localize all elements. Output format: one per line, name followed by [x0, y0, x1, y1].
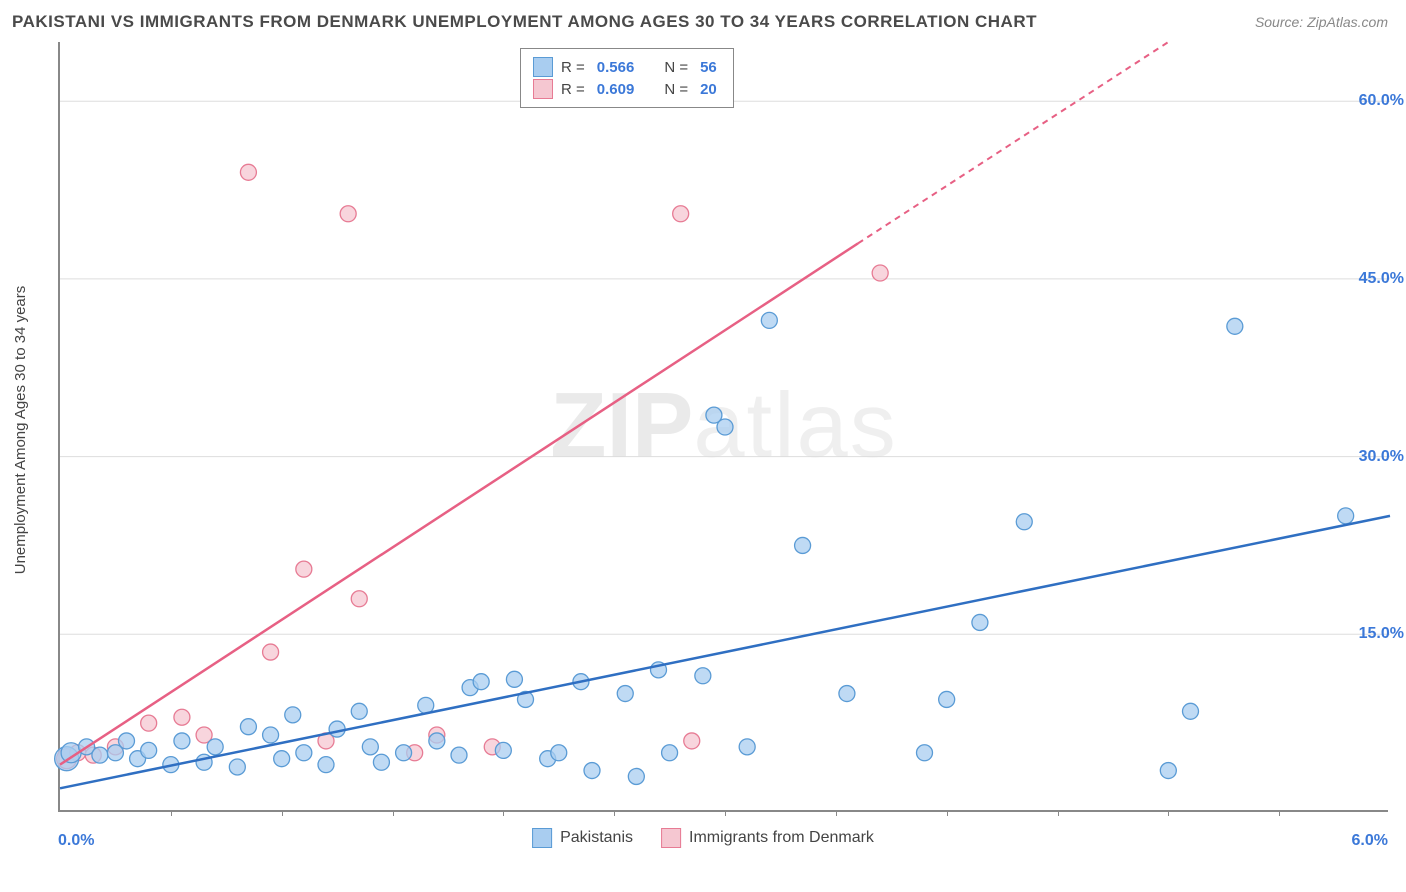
y-tick-label: 15.0%	[1334, 625, 1404, 643]
point-pakistanis	[972, 614, 988, 630]
point-pakistanis	[263, 727, 279, 743]
point-pakistanis	[473, 674, 489, 690]
point-pakistanis	[506, 671, 522, 687]
point-denmark	[263, 644, 279, 660]
point-pakistanis	[839, 686, 855, 702]
x-minor-tick	[503, 810, 504, 816]
r-label: R =	[561, 59, 585, 76]
n-value-pakistanis: 56	[700, 59, 717, 76]
x-minor-tick	[725, 810, 726, 816]
x-minor-tick	[836, 810, 837, 816]
point-pakistanis	[551, 745, 567, 761]
point-pakistanis	[318, 757, 334, 773]
y-tick-label: 60.0%	[1334, 92, 1404, 110]
point-pakistanis	[92, 747, 108, 763]
stats-legend: R = 0.566 N = 56 R = 0.609 N = 20	[520, 48, 734, 108]
point-pakistanis	[229, 759, 245, 775]
x-minor-tick	[282, 810, 283, 816]
x-minor-tick	[1058, 810, 1059, 816]
point-pakistanis	[495, 742, 511, 758]
swatch-pakistanis	[532, 828, 552, 848]
point-pakistanis	[296, 745, 312, 761]
point-pakistanis	[373, 754, 389, 770]
n-label: N =	[664, 59, 688, 76]
point-pakistanis	[207, 739, 223, 755]
scatter-svg	[60, 42, 1390, 812]
point-denmark	[240, 164, 256, 180]
point-pakistanis	[451, 747, 467, 763]
legend-item-pakistanis: Pakistanis	[532, 828, 633, 848]
r-label: R =	[561, 81, 585, 98]
point-pakistanis	[617, 686, 633, 702]
point-pakistanis	[119, 733, 135, 749]
point-pakistanis	[351, 703, 367, 719]
point-pakistanis	[274, 751, 290, 767]
swatch-denmark	[661, 828, 681, 848]
swatch-denmark	[533, 79, 553, 99]
point-denmark	[673, 206, 689, 222]
x-tick-max: 6.0%	[1352, 832, 1388, 850]
point-pakistanis	[917, 745, 933, 761]
y-axis-label: Unemployment Among Ages 30 to 34 years	[12, 286, 29, 575]
y-tick-label: 45.0%	[1334, 270, 1404, 288]
plot-area: ZIPatlas 15.0%30.0%45.0%60.0%	[58, 42, 1388, 812]
point-pakistanis	[1016, 514, 1032, 530]
stats-row-pakistanis: R = 0.566 N = 56	[533, 57, 721, 77]
x-minor-tick	[171, 810, 172, 816]
series-legend: Pakistanis Immigrants from Denmark	[532, 828, 874, 848]
point-pakistanis	[739, 739, 755, 755]
point-pakistanis	[396, 745, 412, 761]
point-pakistanis	[628, 768, 644, 784]
point-denmark	[296, 561, 312, 577]
point-pakistanis	[717, 419, 733, 435]
source-attribution: Source: ZipAtlas.com	[1255, 14, 1388, 30]
r-value-pakistanis: 0.566	[597, 59, 635, 76]
point-pakistanis	[1160, 763, 1176, 779]
n-label: N =	[664, 81, 688, 98]
point-denmark	[340, 206, 356, 222]
point-pakistanis	[695, 668, 711, 684]
point-pakistanis	[141, 742, 157, 758]
point-pakistanis	[329, 721, 345, 737]
stats-row-denmark: R = 0.609 N = 20	[533, 79, 721, 99]
point-pakistanis	[1338, 508, 1354, 524]
x-minor-tick	[614, 810, 615, 816]
trendline-pakistanis	[60, 516, 1390, 788]
point-pakistanis	[584, 763, 600, 779]
point-denmark	[872, 265, 888, 281]
y-tick-label: 30.0%	[1334, 448, 1404, 466]
x-minor-tick	[393, 810, 394, 816]
point-pakistanis	[761, 312, 777, 328]
legend-label-pakistanis: Pakistanis	[560, 829, 633, 847]
point-pakistanis	[240, 719, 256, 735]
legend-label-denmark: Immigrants from Denmark	[689, 829, 874, 847]
point-pakistanis	[662, 745, 678, 761]
trendline-denmark	[60, 243, 858, 764]
point-denmark	[141, 715, 157, 731]
x-tick-min: 0.0%	[58, 832, 94, 850]
x-minor-tick	[947, 810, 948, 816]
r-value-denmark: 0.609	[597, 81, 635, 98]
chart-title: PAKISTANI VS IMMIGRANTS FROM DENMARK UNE…	[12, 12, 1037, 32]
point-pakistanis	[1183, 703, 1199, 719]
legend-item-denmark: Immigrants from Denmark	[661, 828, 874, 848]
n-value-denmark: 20	[700, 81, 717, 98]
point-pakistanis	[939, 691, 955, 707]
x-minor-tick	[1279, 810, 1280, 816]
point-pakistanis	[285, 707, 301, 723]
swatch-pakistanis	[533, 57, 553, 77]
point-pakistanis	[362, 739, 378, 755]
point-pakistanis	[429, 733, 445, 749]
trendline-denmark-extrapolated	[858, 42, 1168, 243]
point-pakistanis	[795, 537, 811, 553]
point-denmark	[684, 733, 700, 749]
point-denmark	[351, 591, 367, 607]
point-pakistanis	[1227, 318, 1243, 334]
point-denmark	[174, 709, 190, 725]
x-minor-tick	[1168, 810, 1169, 816]
point-pakistanis	[174, 733, 190, 749]
